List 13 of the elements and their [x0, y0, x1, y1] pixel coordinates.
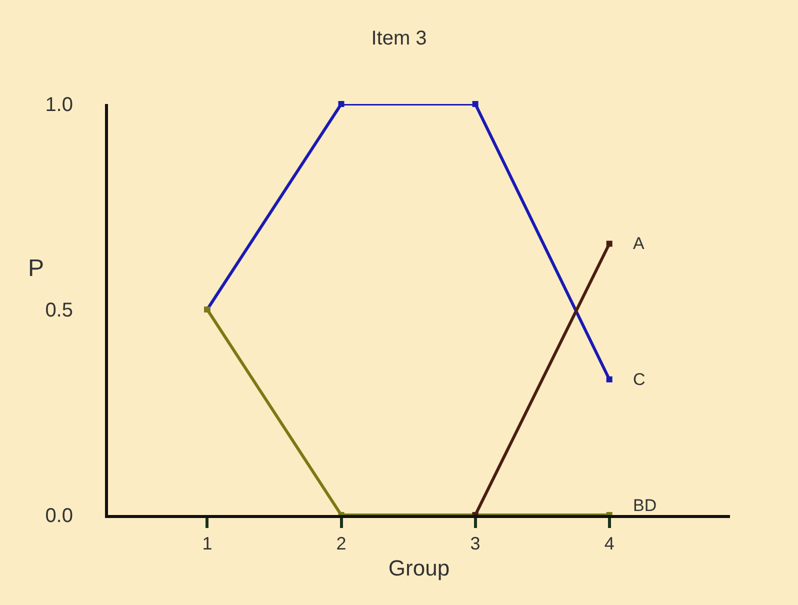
y-tick-label: 1.0: [45, 94, 73, 116]
y-axis-title: P: [28, 255, 44, 282]
x-tick-label: 1: [202, 534, 212, 554]
x-tick-label: 2: [336, 534, 346, 554]
x-tick-label: 3: [470, 534, 480, 554]
chart-title: Item 3: [371, 27, 427, 50]
series-label: A: [633, 234, 645, 253]
x-axis-title: Group: [388, 556, 450, 580]
series-label: BD: [633, 496, 657, 515]
series-label: C: [633, 370, 646, 389]
x-tick-label: 4: [604, 534, 614, 554]
y-tick-label: 0.0: [45, 505, 73, 527]
y-tick-label: 0.5: [45, 300, 73, 322]
